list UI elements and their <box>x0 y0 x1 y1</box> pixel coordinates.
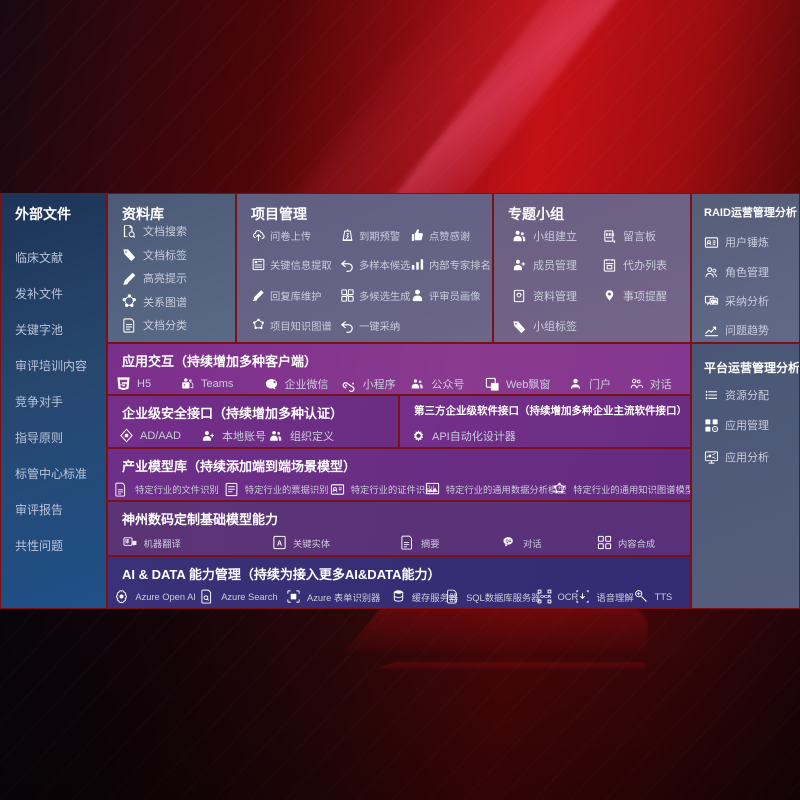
svg-text:OCR: OCR <box>540 594 551 600</box>
svg-text:SQL: SQL <box>449 595 456 599</box>
svg-text:QA: QA <box>505 539 511 544</box>
svg-text:BBS: BBS <box>606 231 615 236</box>
svg-text:译: 译 <box>124 538 129 545</box>
svg-text:A: A <box>277 541 282 548</box>
svg-text:QA: QA <box>711 299 717 303</box>
